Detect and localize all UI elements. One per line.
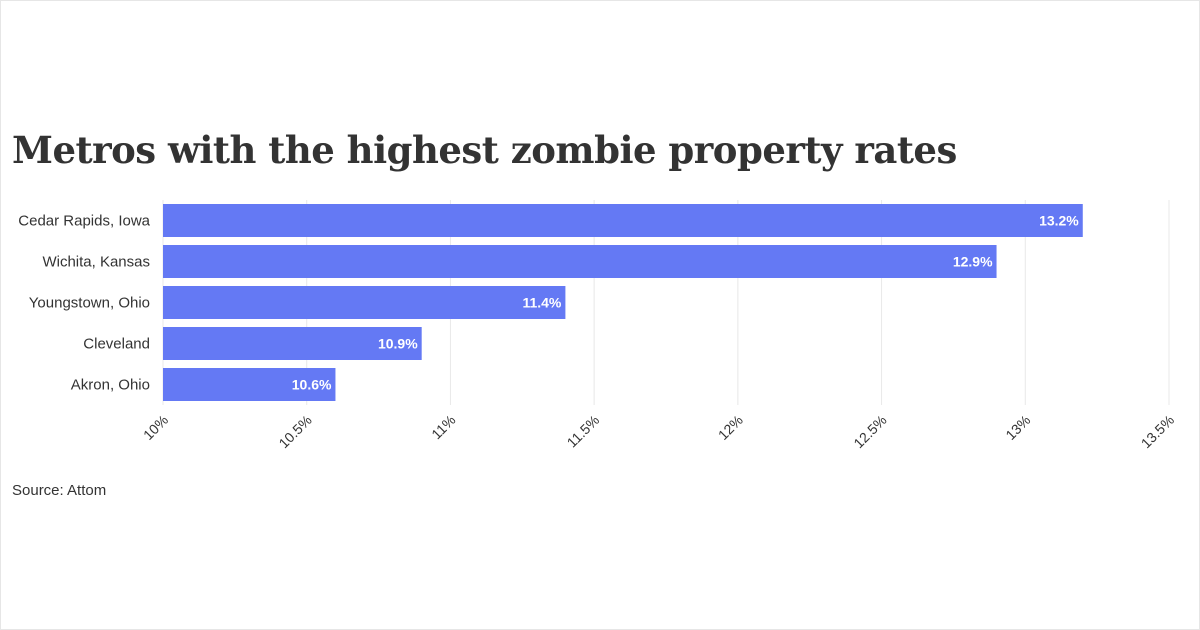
bars: 13.2% 12.9% 11.4% 10.9% 10.6% (163, 204, 1083, 401)
x-tick-label: 11% (428, 412, 458, 442)
bar (163, 245, 997, 278)
x-tick-label: 10% (140, 412, 171, 443)
category-label: Cleveland (83, 336, 150, 353)
category-label: Cedar Rapids, Iowa (18, 213, 150, 230)
bar (163, 286, 566, 319)
category-label: Akron, Ohio (71, 377, 150, 394)
bar-value-label: 13.2% (1039, 213, 1079, 229)
source-note: Source: Attom (12, 482, 107, 499)
category-label: Youngstown, Ohio (29, 295, 150, 312)
x-tick-label: 12% (715, 412, 746, 443)
bar-value-label: 10.9% (378, 336, 418, 352)
x-tick-label: 12.5% (850, 412, 889, 451)
bar (163, 368, 336, 401)
x-tick-label: 13% (1002, 412, 1033, 443)
bar (163, 327, 422, 360)
x-tick-label: 13.5% (1138, 412, 1177, 451)
bar-value-label: 10.6% (292, 377, 332, 393)
x-tick-label: 10.5% (275, 412, 314, 451)
x-axis-ticks: 10% 10.5% 11% 11.5% 12% 12.5% 13% 13.5% (140, 412, 1177, 451)
bar-chart: 13.2% 12.9% 11.4% 10.9% 10.6% Cedar Rapids, … (18, 200, 1177, 451)
chart-title: Metros with the highest zombie property … (12, 128, 957, 172)
x-tick-label: 11.5% (564, 412, 603, 451)
category-label: Wichita, Kansas (42, 254, 150, 271)
category-labels: Cedar Rapids, Iowa Wichita, Kansas Youngst… (18, 213, 150, 394)
bar-value-label: 12.9% (953, 254, 993, 270)
bar (163, 204, 1083, 237)
bar-value-label: 11.4% (522, 295, 561, 311)
